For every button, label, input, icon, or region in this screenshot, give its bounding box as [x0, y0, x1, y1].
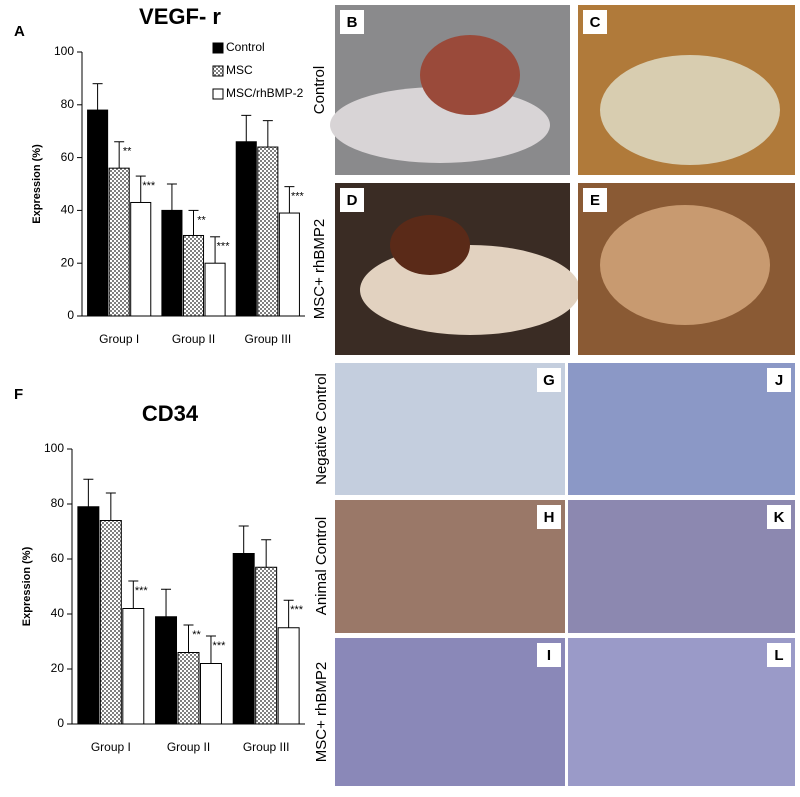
row-label: MSC+ rhBMP2 [311, 219, 328, 319]
bar [232, 553, 255, 725]
x-tick-label: Group I [99, 332, 139, 346]
legend-swatch [212, 42, 224, 54]
bar [182, 234, 205, 317]
row-label: MSC+ rhBMP2 [313, 662, 330, 762]
x-tick-label: Group II [167, 740, 210, 754]
photo-g [335, 363, 565, 495]
photo-label: H [544, 509, 555, 526]
significance: ** [197, 214, 206, 226]
bar [77, 506, 100, 725]
bar [122, 608, 145, 725]
photo-label: D [347, 192, 358, 209]
y-tick-label: 0 [57, 716, 64, 730]
photo-k [568, 500, 795, 633]
photo-tumor [600, 205, 770, 325]
photo-i [335, 638, 565, 786]
significance: ** [192, 629, 201, 641]
x-tick-label: Group II [172, 332, 215, 346]
row-label: Animal Control [313, 517, 330, 615]
bar [161, 209, 183, 317]
y-axis-label: Expression (%) [21, 546, 33, 626]
y-tick-label: 20 [51, 661, 65, 675]
photo-label-box [537, 505, 561, 529]
photo-label-box [537, 643, 561, 667]
legend-label: MSC [226, 63, 253, 77]
photo-label-box [767, 505, 791, 529]
x-tick-label: Group III [244, 332, 291, 346]
photo-label-box [537, 368, 561, 392]
bar [255, 566, 278, 725]
significance: ** [123, 146, 132, 158]
y-tick-label: 40 [61, 203, 75, 217]
photo-label: E [590, 192, 600, 209]
bar [204, 262, 226, 317]
photo-panels [330, 5, 795, 786]
y-tick-label: 100 [44, 441, 64, 455]
panel-label: F [14, 386, 23, 403]
bar [277, 627, 300, 725]
bar [257, 146, 279, 317]
legend-label: Control [226, 40, 265, 54]
bar [278, 212, 300, 317]
y-axis-label: Expression (%) [31, 144, 43, 224]
significance: *** [217, 241, 231, 253]
bar [87, 109, 109, 317]
legend-swatch [212, 88, 224, 100]
y-tick-label: 100 [54, 44, 74, 58]
significance: *** [291, 191, 305, 203]
bar [99, 520, 122, 725]
chart-title: VEGF- r [139, 4, 221, 29]
photo-tissue [390, 215, 470, 275]
bar [199, 663, 222, 725]
photo-label: J [775, 372, 783, 389]
bar [155, 616, 178, 725]
photo-label-box [767, 368, 791, 392]
y-tick-label: 80 [61, 97, 75, 111]
legend-swatch [212, 65, 224, 77]
photo-label: K [774, 509, 785, 526]
y-tick-label: 40 [51, 606, 65, 620]
photo-l [568, 638, 795, 786]
row-label: Control [311, 66, 328, 114]
bar [130, 201, 152, 317]
row-label: Negative Control [313, 373, 330, 485]
photo-label-box [583, 10, 607, 34]
photo-j [568, 363, 795, 495]
y-tick-label: 0 [67, 308, 74, 322]
significance: *** [142, 180, 156, 192]
photo-h [335, 500, 565, 633]
photo-label-box [340, 188, 364, 212]
significance: *** [135, 585, 149, 597]
panel-label: A [14, 23, 25, 40]
x-tick-label: Group I [91, 740, 131, 754]
photo-label: L [774, 647, 783, 664]
photo-label: C [590, 14, 601, 31]
y-tick-label: 60 [51, 551, 65, 565]
bar [235, 141, 257, 317]
photo-label-box [767, 643, 791, 667]
bar [177, 652, 200, 725]
chart-title: CD34 [142, 401, 199, 426]
y-tick-label: 20 [61, 255, 75, 269]
y-tick-label: 60 [61, 150, 75, 164]
y-tick-label: 80 [51, 496, 65, 510]
photo-label: G [543, 372, 555, 389]
photo-mouse [360, 245, 580, 335]
x-tick-label: Group III [243, 740, 290, 754]
photo-tumor [600, 55, 780, 165]
photo-tissue [420, 35, 520, 115]
photo-label: I [547, 647, 551, 664]
photo-label-box [340, 10, 364, 34]
photo-label-box [583, 188, 607, 212]
legend-label: MSC/rhBMP-2 [226, 86, 304, 100]
significance: *** [290, 604, 304, 616]
significance: *** [213, 640, 227, 652]
photo-label: B [347, 14, 358, 31]
bar [108, 167, 130, 317]
